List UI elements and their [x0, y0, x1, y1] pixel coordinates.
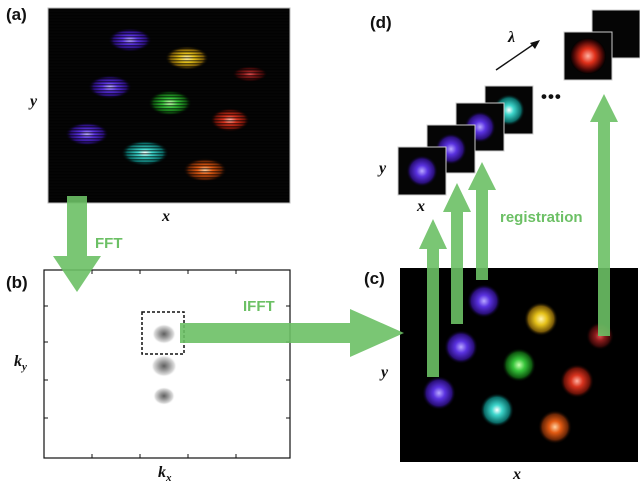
stack-frame — [563, 31, 613, 81]
reconstructed-spot — [422, 376, 456, 410]
fft-arrow — [53, 196, 101, 292]
registration-arrow — [443, 183, 471, 324]
process-arrows — [53, 94, 618, 377]
stack-frame — [397, 146, 447, 196]
registration-arrow — [468, 162, 496, 280]
reconstructed-spot — [538, 410, 572, 444]
reconstructed-spot — [524, 302, 558, 336]
ellipsis-icon: ••• — [541, 87, 562, 106]
panel-d-y-label: y — [379, 160, 387, 177]
ifft-arrow — [180, 309, 404, 357]
ifft-label: IFFT — [243, 298, 275, 315]
panel-b-x-label: kx — [158, 464, 172, 485]
sideband-peak — [152, 324, 176, 344]
panel-a-x-label: x — [162, 208, 170, 225]
central-peak — [151, 355, 177, 377]
panel-a — [47, 7, 291, 204]
panel-c-letter: (c) — [364, 269, 385, 288]
wavelength-symbol: λ — [508, 29, 516, 46]
panel-b-ticks — [44, 270, 290, 458]
reconstructed-spot — [560, 364, 594, 398]
registration-arrow — [419, 219, 447, 377]
panel-c-x-label: x — [513, 466, 521, 483]
reconstructed-spot — [444, 330, 478, 364]
sideband-peak — [153, 387, 175, 405]
panel-a-y-label: y — [30, 93, 38, 110]
panel-d-letter: (d) — [370, 13, 392, 32]
panel-a-fringes — [49, 9, 289, 202]
fringe-stripes — [49, 9, 289, 202]
fft-label: FFT — [95, 235, 123, 252]
registration-arrow — [590, 94, 618, 336]
wavelength-arrow-icon — [495, 40, 540, 71]
panel-b-y-label: ky — [14, 353, 27, 374]
panel-b-letter: (b) — [6, 273, 28, 292]
panel-a-letter: (a) — [6, 5, 27, 24]
reconstructed-spot — [467, 284, 501, 318]
panel-d-x-label: x — [417, 198, 425, 215]
reconstructed-spot — [502, 348, 536, 382]
panel-b — [43, 269, 291, 459]
panel-c-y-label: y — [381, 364, 389, 381]
registration-label: registration — [500, 209, 583, 226]
reconstructed-spot — [480, 393, 514, 427]
panel-d — [397, 9, 640, 196]
